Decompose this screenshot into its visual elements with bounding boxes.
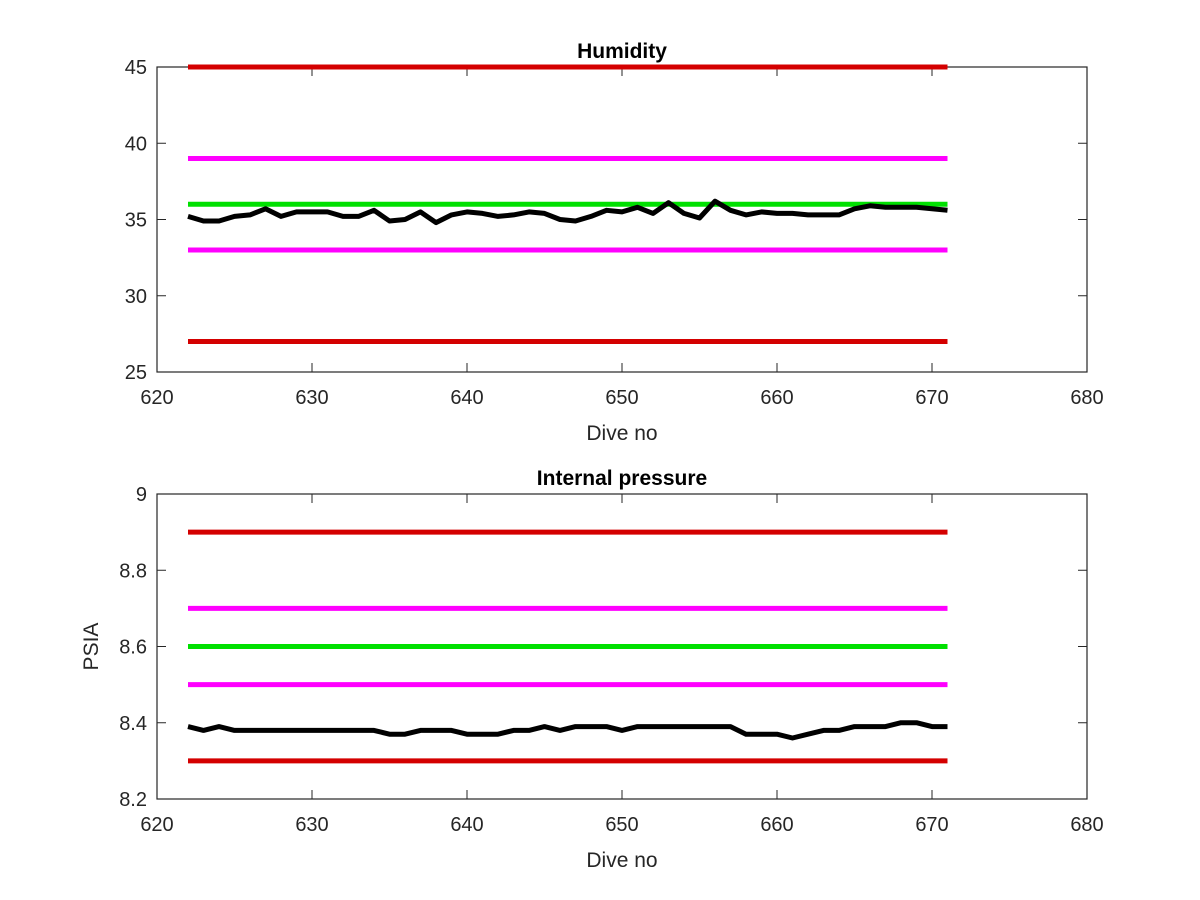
x-tick-label: 640 [450, 387, 483, 409]
y-tick-label: 8.8 [119, 560, 147, 582]
y-tick-label: 35 [125, 210, 147, 232]
axes-box [156, 66, 1088, 373]
x-axis-label: Dive no [586, 422, 657, 445]
y-tick-label: 9 [136, 484, 147, 506]
x-tick-label: 680 [1070, 814, 1103, 836]
y-tick-label: 8.2 [119, 789, 147, 811]
x-tick-label: 670 [915, 814, 948, 836]
y-tick-label: 40 [125, 133, 147, 155]
x-tick-label: 630 [295, 387, 328, 409]
chart-title: Internal pressure [537, 467, 707, 490]
y-tick-label: 30 [125, 286, 147, 308]
x-tick-label: 620 [140, 387, 173, 409]
y-tick-label: 8.4 [119, 713, 147, 735]
x-tick-label: 670 [915, 387, 948, 409]
x-tick-label: 660 [760, 387, 793, 409]
x-tick-label: 680 [1070, 387, 1103, 409]
data-series-line [187, 198, 948, 226]
y-axis-label: PSIA [80, 623, 103, 671]
x-tick-label: 620 [140, 814, 173, 836]
data-series-line [187, 720, 948, 741]
y-tick-label: 8.6 [119, 637, 147, 659]
x-axis-label: Dive no [586, 849, 657, 872]
chart-title: Humidity [577, 40, 667, 63]
x-tick-label: 660 [760, 814, 793, 836]
x-tick-label: 640 [450, 814, 483, 836]
x-tick-label: 650 [605, 387, 638, 409]
x-tick-label: 630 [295, 814, 328, 836]
y-tick-label: 45 [125, 57, 147, 79]
x-tick-label: 650 [605, 814, 638, 836]
y-tick-label: 25 [125, 362, 147, 384]
